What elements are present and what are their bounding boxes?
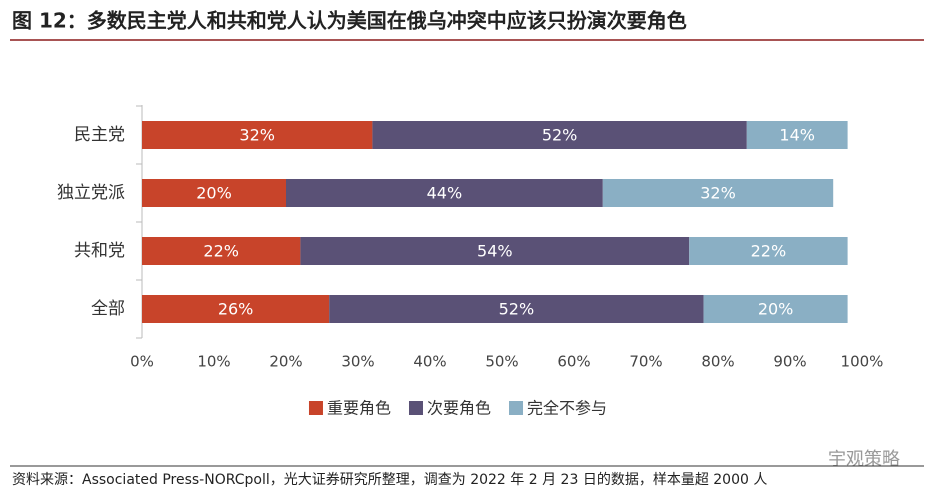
bar-segment <box>372 121 747 149</box>
data-label: 44% <box>427 184 463 203</box>
legend-label: 完全不参与 <box>527 399 607 418</box>
data-label: 26% <box>218 300 254 319</box>
data-label: 20% <box>196 184 232 203</box>
data-label: 32% <box>239 126 275 145</box>
chart-title: 图 12：多数民主党人和共和党人认为美国在俄乌冲突中应该只扮演次要角色 <box>12 9 687 33</box>
watermark: 宇观策略 <box>828 449 900 470</box>
x-tick-label: 60% <box>557 353 590 371</box>
bar-segment <box>142 179 286 207</box>
legend-swatch <box>308 401 323 415</box>
legend-label: 重要角色 <box>327 399 391 418</box>
data-label: 14% <box>779 126 815 145</box>
legend-label: 次要角色 <box>427 399 491 418</box>
x-tick-label: 0% <box>130 353 154 371</box>
x-tick-label: 70% <box>629 353 662 371</box>
data-label: 20% <box>758 300 794 319</box>
data-label: 22% <box>751 242 787 261</box>
bar-segment <box>286 179 603 207</box>
y-tick-label: 共和党 <box>74 241 125 261</box>
bar-segment <box>746 121 848 149</box>
bar-segment <box>602 179 834 207</box>
bar-segment <box>142 121 373 149</box>
x-tick-label: 100% <box>841 353 884 371</box>
y-tick-label: 独立党派 <box>57 183 125 203</box>
data-label: 52% <box>542 126 578 145</box>
data-label: 52% <box>499 300 535 319</box>
bar-segment <box>689 237 848 265</box>
x-tick-label: 50% <box>485 353 518 371</box>
data-label: 54% <box>477 242 513 261</box>
x-tick-label: 90% <box>773 353 806 371</box>
x-tick-label: 40% <box>413 353 446 371</box>
x-tick-label: 10% <box>197 353 230 371</box>
bar-segment <box>300 237 690 265</box>
x-tick-label: 30% <box>341 353 374 371</box>
bar-segment <box>142 295 330 323</box>
data-label: 32% <box>700 184 736 203</box>
x-tick-label: 20% <box>269 353 302 371</box>
bar-segment <box>329 295 704 323</box>
legend-swatch <box>509 401 524 415</box>
bar-segment <box>142 237 301 265</box>
y-tick-label: 全部 <box>91 299 125 319</box>
legend-swatch <box>408 401 423 415</box>
y-tick-label: 民主党 <box>74 125 125 145</box>
x-tick-label: 80% <box>701 353 734 371</box>
source: 资料来源：Associated Press-NORCpoll，光大证券研究所整理… <box>12 472 767 488</box>
data-label: 22% <box>203 242 239 261</box>
bar-segment <box>703 295 848 323</box>
